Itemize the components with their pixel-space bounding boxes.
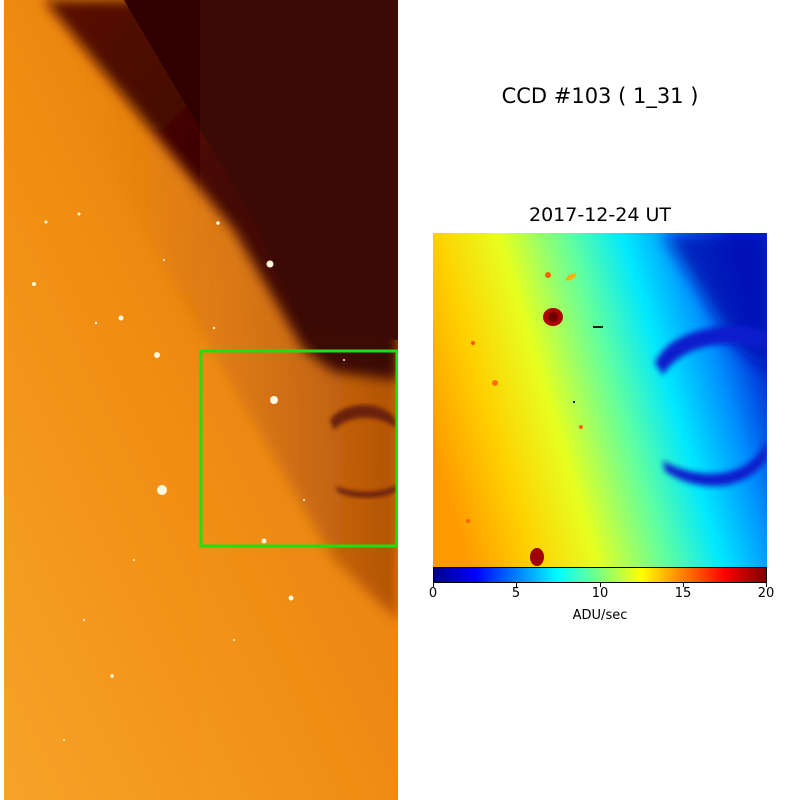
colorbar-tick — [766, 583, 767, 587]
colorbar-tick — [683, 583, 684, 587]
colorbar-tick-label: 5 — [511, 586, 521, 601]
colorbar-tick-label: 15 — [674, 586, 692, 601]
ccd-full-frame-image — [4, 0, 398, 800]
colorbar — [433, 567, 767, 583]
colorbar-tick-label: 0 — [428, 586, 438, 601]
colorbar-tick — [600, 583, 601, 587]
zoomed-heatmap-image — [433, 233, 767, 567]
colorbar-unit-label: ADU/sec — [572, 608, 628, 623]
colorbar-tick-label: 10 — [591, 586, 609, 601]
date-title: 2017-12-24 UT — [529, 204, 671, 226]
colorbar-tick-label: 20 — [757, 586, 775, 601]
colorbar-tick — [433, 583, 434, 587]
colorbar-tick — [516, 583, 517, 587]
ccd-title: CCD #103 ( 1_31 ) — [501, 84, 699, 108]
